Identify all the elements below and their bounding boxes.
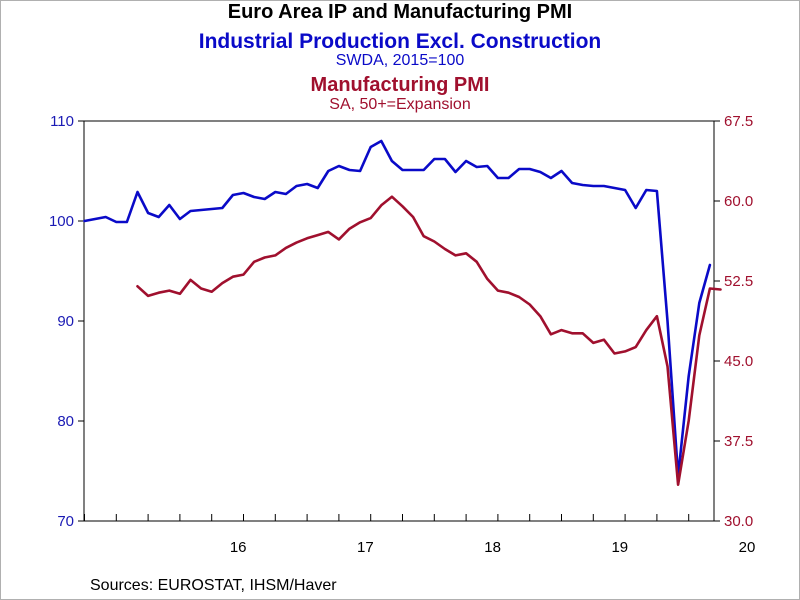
left-tick-label: 100 bbox=[49, 213, 74, 230]
right-tick-label: 45.0 bbox=[724, 353, 753, 370]
series-2-name: Manufacturing PMI bbox=[310, 74, 490, 96]
right-tick-label: 37.5 bbox=[724, 433, 753, 450]
series-1-note: SWDA, 2015=100 bbox=[335, 52, 465, 69]
series-line-1 bbox=[83, 139, 712, 478]
x-tick-label: 20 bbox=[739, 539, 756, 556]
axis-ticks: 70 80 90 100 110 30.0 37.5 45.0 52.5 60.0 67.5 16 17… bbox=[49, 113, 755, 556]
x-tick-label: 18 bbox=[484, 539, 501, 556]
right-tick-label: 30.0 bbox=[724, 513, 753, 530]
chart-title: Euro Area IP and Manufacturing PMI bbox=[227, 1, 573, 23]
source-note: Sources: EUROSTAT, IHSM/Haver bbox=[90, 577, 337, 594]
right-tick-label: 52.5 bbox=[724, 273, 753, 290]
x-tick-label: 19 bbox=[611, 539, 628, 556]
x-tick-label: 17 bbox=[357, 539, 374, 556]
left-tick-label: 110 bbox=[50, 113, 74, 130]
left-tick-label: 80 bbox=[57, 413, 74, 430]
left-tick-label: 90 bbox=[57, 313, 74, 330]
plot-area bbox=[83, 120, 715, 522]
series-1-name: Industrial Production Excl. Construction bbox=[198, 30, 602, 53]
right-tick-label: 60.0 bbox=[724, 193, 753, 210]
left-tick-label: 70 bbox=[57, 513, 74, 530]
x-tick-label: 16 bbox=[230, 539, 247, 556]
series-2-note: SA, 50+=Expansion bbox=[329, 96, 471, 113]
series-lines bbox=[83, 139, 722, 487]
series-line-2 bbox=[136, 195, 722, 487]
right-tick-label: 67.5 bbox=[724, 113, 753, 130]
